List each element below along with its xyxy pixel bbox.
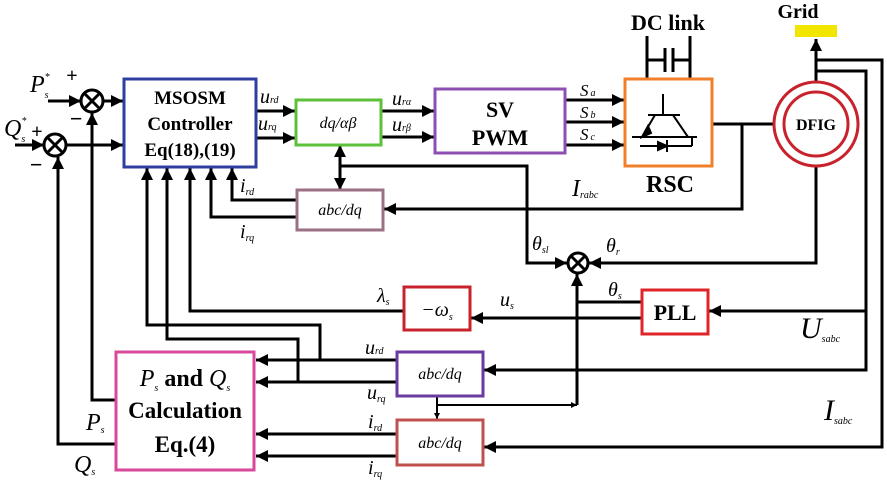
qs-label: Qs [74,452,95,478]
svg-text:PLL: PLL [654,300,697,325]
svg-text:SV: SV [486,97,514,122]
svg-text:Calculation: Calculation [128,398,242,423]
theta-sl-label: θsl [532,233,549,256]
pq-calculation-block: Ps and Qs Calculation Eq.(4) [114,350,256,472]
sum-junction-q [42,132,68,158]
svg-text:−ωs: −ωs [421,299,453,323]
urd-label: urd [260,86,280,108]
dfig-machine: DFIG [772,80,860,168]
svpwm-block: SV PWM [433,87,567,155]
ird-label: ird [240,175,255,198]
us-label: us [500,289,514,312]
ps-ref-label: P* s [29,72,50,101]
dc-link-label: DC link [631,10,706,35]
wires [15,36,884,462]
urb-label: urβ [392,114,411,136]
irq2-label: irq [368,457,382,480]
dq-alphabeta-block: dq/αβ [294,98,383,147]
svg-text:abc/dq: abc/dq [318,202,362,219]
abc-dq-stator-voltage-block: abc/dq [395,350,485,398]
usabc-label: Usabc [800,312,841,345]
msosm-controller-block: MSOSM Controller Eq(18),(19) [122,77,258,169]
irabc-label: Irabc [571,176,599,202]
abc-dq-rotor-current-block: abc/dq [295,188,385,232]
svg-text:MSOSM: MSOSM [154,88,226,109]
urq-label: urq [258,113,277,135]
isabc-label: Isabc [823,394,853,427]
svg-text:PWM: PWM [472,125,528,150]
svg-text:dq/αβ: dq/αβ [320,115,357,132]
svg-text:Eq.(4): Eq.(4) [155,432,216,457]
grid: Grid [777,1,837,37]
ps-label: Ps [85,410,105,436]
q-minus-sign: − [30,152,43,177]
svg-text:DFIG: DFIG [796,117,837,134]
q-plus-sign: + [31,121,42,143]
p-plus-sign: + [66,65,77,87]
rsc-block: RSC [623,77,714,198]
sum-junction-theta [566,251,590,275]
urd2-label: urd [365,337,385,359]
sum-junction-p [79,88,105,114]
svg-text:abc/dq: abc/dq [418,435,462,452]
neg-omega-s-block: −ωs [402,285,472,332]
qs-ref-label: Q* s [4,116,26,145]
ird2-label: ird [368,411,383,434]
svg-text:Ps and Qs: Ps and Qs [139,366,231,394]
svg-text:RSC: RSC [646,172,694,198]
urq2-label: urq [367,382,386,405]
abc-dq-stator-current-block: abc/dq [395,418,485,467]
lambda-s-label: λs [376,285,390,308]
p-minus-sign: − [70,106,83,131]
pll-block: PLL [640,288,710,336]
svg-text:abc/dq: abc/dq [418,366,462,383]
svg-text:Controller: Controller [147,114,233,135]
ura-label: urα [392,88,412,110]
svg-text:Grid: Grid [777,1,818,23]
theta-r-label: θr [606,235,620,258]
theta-s-label: θs [608,279,622,302]
irq-label: irq [240,221,254,244]
igbt-icon [632,94,697,152]
svg-text:Eq(18),(19): Eq(18),(19) [144,140,235,161]
